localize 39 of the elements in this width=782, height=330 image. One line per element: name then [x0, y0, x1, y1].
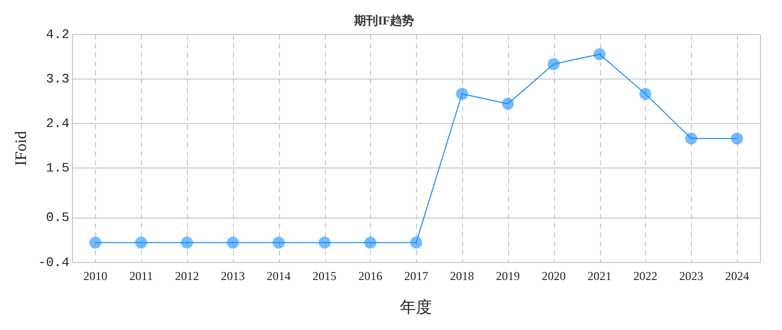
- point: [594, 48, 606, 60]
- x-tick-label: 2022: [633, 268, 658, 283]
- y-tick-label: -0.4: [38, 254, 70, 270]
- point: [685, 132, 698, 144]
- x-tick-label: 2010: [83, 268, 108, 283]
- point: [181, 236, 194, 249]
- x-tick-label: 2024: [725, 268, 750, 283]
- chart-title: 期刊IF趋势: [353, 13, 414, 28]
- x-tick-label: 2016: [358, 268, 382, 283]
- y-axis-title: IFoid: [12, 131, 30, 166]
- point: [135, 236, 148, 249]
- point: [410, 236, 422, 249]
- x-tick-label: 2023: [679, 268, 704, 283]
- point: [226, 236, 239, 249]
- x-tick-label: 2021: [588, 268, 612, 283]
- x-tick-label: 2014: [266, 268, 291, 283]
- point: [548, 58, 560, 70]
- point: [272, 236, 285, 249]
- y-tick-label: 0.5: [46, 210, 70, 226]
- x-tick-label: 2019: [496, 268, 520, 283]
- y-tick-label: 4.2: [46, 26, 70, 42]
- x-tick-label: 2015: [312, 268, 337, 283]
- y-tick-label: 3.3: [46, 71, 70, 86]
- point: [364, 236, 376, 249]
- point: [456, 88, 468, 100]
- y-tick-label: 2.4: [46, 116, 70, 132]
- x-axis-title: 年度: [400, 298, 432, 317]
- point: [89, 236, 102, 249]
- x-tick-label: 2013: [220, 268, 245, 283]
- point: [639, 88, 652, 100]
- point: [502, 98, 514, 110]
- x-tick-label: 2011: [129, 268, 153, 283]
- point: [318, 236, 331, 249]
- x-tick-label: 2020: [542, 268, 566, 283]
- y-tick-label: 1.5: [46, 160, 70, 176]
- x-tick-label: 2017: [404, 268, 428, 283]
- x-tick-label: 2012: [175, 268, 200, 283]
- point: [731, 132, 744, 144]
- x-tick-label: 2018: [450, 268, 474, 283]
